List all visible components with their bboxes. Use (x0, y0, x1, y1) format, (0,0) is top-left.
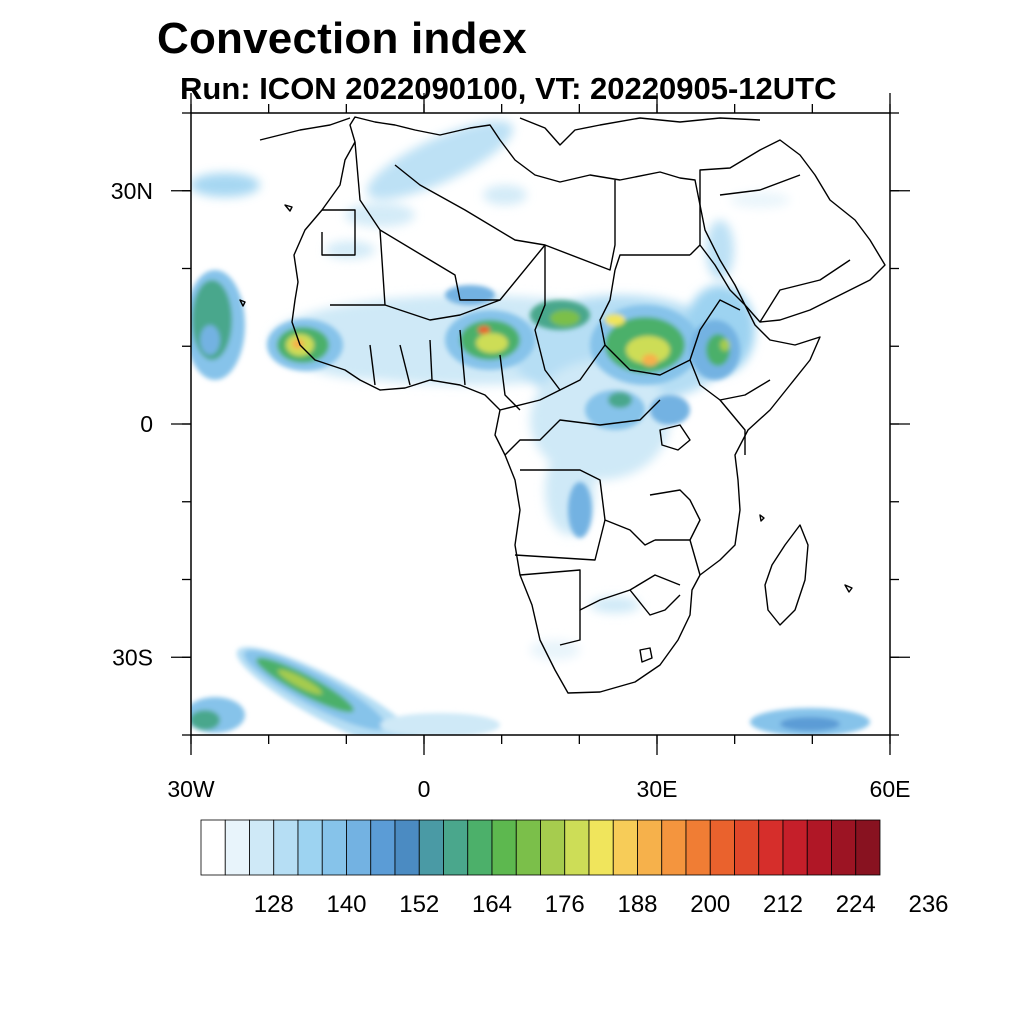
map-axes: 30W 0 30E 60E 30N 0 30S (111, 93, 911, 802)
colorbar-swatch (564, 819, 590, 876)
colorbar-swatch (661, 819, 687, 876)
convection-field (191, 120, 870, 735)
colorbar-swatch (515, 819, 541, 876)
chart-subtitle: Run: ICON 2022090100, VT: 20220905-12UTC (180, 71, 837, 106)
colorbar-swatch (249, 819, 275, 876)
colorbar-swatch (273, 819, 299, 876)
colorbar-label: 188 (617, 891, 657, 918)
coastlines (239, 116, 886, 694)
colorbar-label: 152 (399, 891, 439, 918)
colorbar-swatch (782, 819, 808, 876)
colorbar-label: 128 (254, 891, 294, 918)
colorbar-swatch (418, 819, 444, 876)
colorbar-label: 224 (836, 891, 876, 918)
lat-tick-label: 0 (140, 411, 153, 437)
colorbar-swatch (734, 819, 760, 876)
colorbar-swatch (491, 819, 517, 876)
colorbar-label: 176 (545, 891, 585, 918)
colorbar: 128 140 152 164 176 188 200 212 224 236 (200, 819, 949, 918)
colorbar-swatch (612, 819, 638, 876)
colorbar-label: 236 (908, 891, 948, 918)
colorbar-swatch (346, 819, 372, 876)
lat-tick-label: 30N (111, 178, 153, 204)
colorbar-swatch (637, 819, 663, 876)
colorbar-swatch (540, 819, 566, 876)
chart-title: Convection index (157, 14, 527, 63)
colorbar-swatch (467, 819, 493, 876)
colorbar-swatch (685, 819, 711, 876)
colorbar-swatch (443, 819, 469, 876)
colorbar-label: 200 (690, 891, 730, 918)
lon-tick-label: 0 (418, 776, 431, 802)
colorbar-swatch (297, 819, 323, 876)
colorbar-swatch (855, 819, 881, 876)
colorbar-swatch (224, 819, 250, 876)
colorbar-label: 212 (763, 891, 803, 918)
colorbar-swatch (321, 819, 347, 876)
colorbar-label: 140 (326, 891, 366, 918)
lat-tick-label: 30S (112, 644, 153, 670)
colorbar-swatch (200, 819, 226, 876)
lon-tick-label: 30W (167, 776, 215, 802)
colorbar-swatch (709, 819, 735, 876)
colorbar-swatch (370, 819, 396, 876)
colorbar-swatch (588, 819, 614, 876)
lon-tick-label: 60E (870, 776, 911, 802)
colorbar-swatch (758, 819, 784, 876)
colorbar-swatch (831, 819, 857, 876)
colorbar-label: 164 (472, 891, 512, 918)
colorbar-swatch (394, 819, 420, 876)
lon-tick-label: 30E (637, 776, 678, 802)
colorbar-swatch (806, 819, 832, 876)
